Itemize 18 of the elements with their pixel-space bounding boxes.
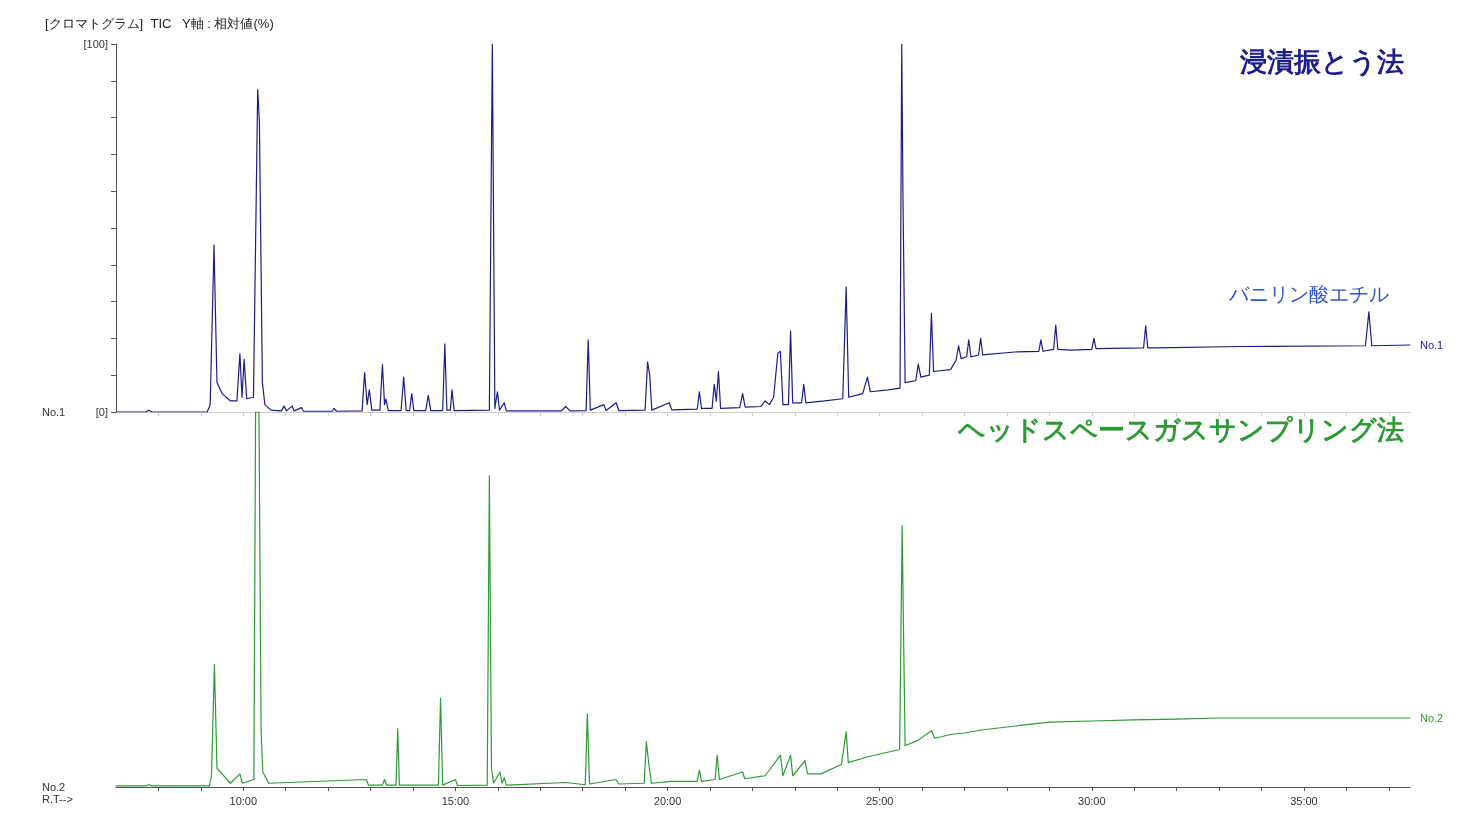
text: No.1 — [1420, 339, 1444, 352]
line-series — [115, 43, 1411, 413]
x-tick-label: 15:00 — [441, 794, 470, 807]
x-tick-label: 25:00 — [865, 794, 894, 807]
x-axis-title: R.T--> — [42, 792, 73, 805]
chart-title: [クロマトグラム] TIC Y軸 : 相対値(%) — [45, 16, 274, 31]
annotation: バニリン酸エチル — [1227, 282, 1389, 305]
text: No.1 — [42, 406, 66, 418]
x-tick-label: 10:00 — [229, 794, 258, 807]
text: No.2 — [42, 781, 66, 793]
text: No.2 — [1420, 712, 1444, 724]
x-tick-label: 35:00 — [1290, 794, 1318, 807]
x-tick-label: 20:00 — [653, 794, 682, 807]
y-tick-label: [100] — [83, 38, 108, 50]
text: ヘッドスペースガスサンプリング法 — [957, 414, 1404, 445]
text: 浸漬振とう法 — [1239, 46, 1404, 77]
x-tick-label: 30:00 — [1078, 794, 1106, 807]
y-tick-label: [0] — [95, 406, 108, 418]
